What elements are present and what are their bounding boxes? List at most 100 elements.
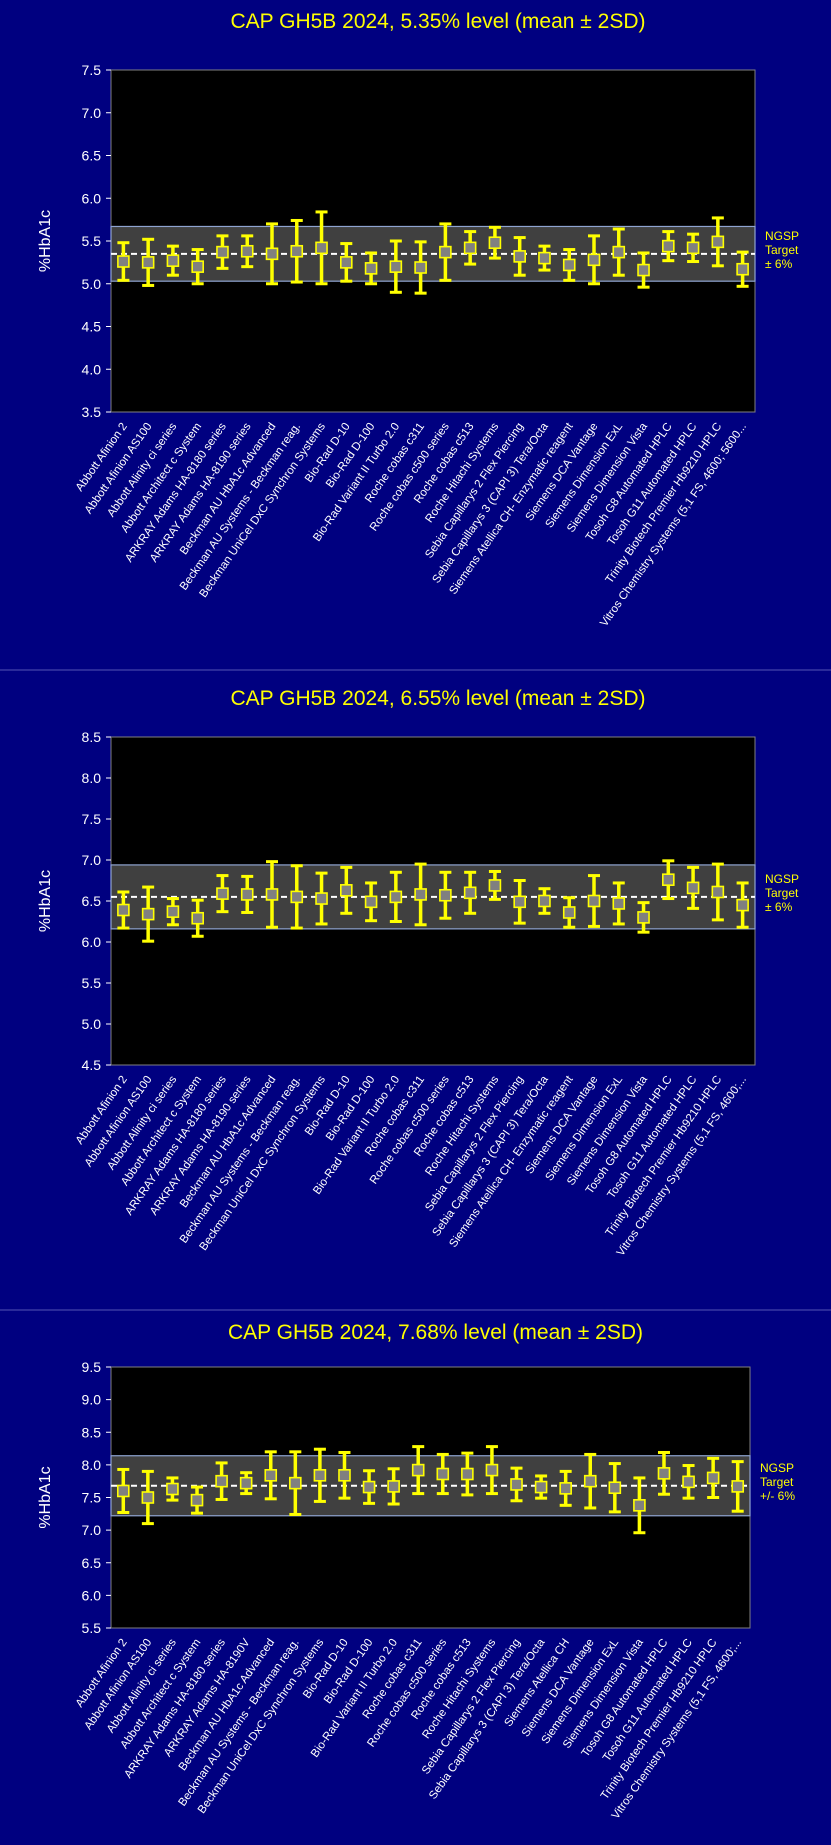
mean-marker — [340, 256, 353, 269]
mean-marker — [191, 911, 204, 925]
mean-marker — [488, 236, 502, 250]
y-axis-label: %HbA1c — [37, 210, 54, 272]
mean-marker — [436, 1467, 450, 1481]
chart-title: CAP GH5B 2024, 5.35% level (mean ± 2SD) — [230, 10, 645, 33]
mean-marker — [289, 1476, 302, 1490]
mean-marker — [736, 898, 749, 912]
y-tick-label: 8.0 — [82, 770, 102, 786]
mean-marker — [190, 1493, 204, 1507]
y-tick-label: 7.5 — [82, 811, 102, 827]
mean-marker — [706, 1471, 720, 1485]
mean-marker — [264, 1469, 278, 1482]
mean-marker — [265, 888, 279, 901]
mean-marker — [583, 1474, 597, 1488]
mean-marker — [315, 241, 328, 255]
y-tick-label: 3.5 — [82, 404, 102, 420]
mean-marker — [411, 1463, 425, 1477]
mean-marker — [662, 873, 675, 886]
mean-marker — [215, 1474, 228, 1488]
mean-marker — [510, 1478, 523, 1491]
y-tick-label: 6.5 — [82, 893, 102, 909]
mean-marker — [587, 894, 601, 908]
mean-marker — [711, 885, 725, 899]
mean-marker — [290, 244, 304, 258]
y-tick-label: 7.5 — [82, 62, 102, 78]
mean-marker — [240, 888, 254, 901]
y-tick-label: 5.5 — [82, 1620, 102, 1636]
mean-marker — [562, 258, 576, 272]
mean-marker — [612, 245, 626, 259]
y-tick-label: 6.0 — [82, 934, 102, 950]
y-tick-label: 5.0 — [82, 1016, 102, 1032]
mean-marker — [216, 887, 229, 900]
y-tick-label: 8.5 — [82, 729, 102, 745]
panel-divider-2 — [0, 1309, 831, 1311]
y-tick-label: 6.5 — [82, 148, 102, 164]
mean-marker — [633, 1499, 646, 1512]
mean-marker — [364, 262, 378, 275]
chart-panel-1: CAP GH5B 2024, 5.35% level (mean ± 2SD) 3… — [0, 0, 831, 668]
mean-marker — [534, 1480, 548, 1494]
y-tick-label: 6.0 — [82, 190, 102, 206]
mean-marker — [587, 253, 601, 267]
chart-panel-2: CAP GH5B 2024, 6.55% level (mean ± 2SD) 4… — [0, 671, 831, 1308]
mean-marker — [637, 263, 650, 277]
mean-marker — [736, 262, 749, 276]
mean-marker — [141, 256, 155, 269]
mean-marker — [686, 241, 700, 255]
band-label-line: NGSP — [765, 229, 799, 243]
mean-marker — [608, 1481, 622, 1495]
mean-marker — [240, 244, 254, 258]
mean-marker — [364, 895, 378, 909]
mean-marker — [389, 890, 403, 904]
mean-marker — [117, 255, 130, 268]
y-tick-label: 7.0 — [82, 105, 102, 121]
mean-marker — [315, 892, 328, 905]
mean-marker — [216, 245, 229, 259]
mean-marker — [191, 260, 204, 273]
band-label-line: ± 6% — [765, 900, 793, 914]
band-label-line: +/- 6% — [760, 1489, 795, 1503]
errorbar-chart-5.35: CAP GH5B 2024, 5.35% level (mean ± 2SD) 3… — [37, 10, 799, 629]
mean-marker — [686, 881, 700, 895]
mean-marker — [538, 251, 551, 265]
mean-marker — [414, 888, 427, 901]
band-label-line: NGSP — [765, 872, 799, 886]
y-tick-label: 6.0 — [82, 1587, 102, 1603]
chart-title: CAP GH5B 2024, 7.68% level (mean ± 2SD) — [228, 1321, 643, 1344]
mean-marker — [116, 1484, 130, 1498]
y-axis-label: %HbA1c — [37, 1466, 54, 1528]
mean-marker — [488, 879, 502, 892]
mean-marker — [731, 1480, 745, 1493]
mean-marker — [166, 1482, 179, 1496]
y-tick-label: 4.5 — [82, 319, 102, 335]
y-tick-label: 4.0 — [82, 361, 102, 377]
y-tick-label: 5.0 — [82, 276, 102, 292]
errorbar-chart-7.68: CAP GH5B 2024, 7.68% level (mean ± 2SD) 5… — [37, 1321, 795, 1822]
mean-marker — [387, 1480, 400, 1493]
mean-marker — [239, 1476, 253, 1490]
mean-marker — [362, 1480, 376, 1494]
mean-marker — [485, 1463, 499, 1477]
mean-marker — [290, 890, 304, 904]
y-tick-label: 6.5 — [82, 1555, 102, 1571]
mean-marker — [513, 895, 526, 909]
y-axis-label: %HbA1c — [37, 870, 54, 932]
chart-title: CAP GH5B 2024, 6.55% level (mean ± 2SD) — [230, 687, 645, 710]
band-label-line: NGSP — [760, 1461, 794, 1475]
mean-marker — [682, 1475, 695, 1489]
mean-marker — [117, 903, 130, 917]
mean-marker — [612, 897, 626, 910]
mean-marker — [338, 1469, 351, 1482]
mean-marker — [538, 894, 551, 908]
y-tick-label: 7.0 — [82, 852, 102, 868]
mean-marker — [559, 1482, 572, 1495]
y-tick-label: 7.5 — [82, 1490, 102, 1506]
band-label-line: ± 6% — [765, 257, 793, 271]
mean-marker — [461, 1467, 474, 1481]
y-tick-label: 5.5 — [82, 233, 102, 249]
mean-marker — [313, 1469, 327, 1482]
y-tick-label: 4.5 — [82, 1057, 102, 1073]
y-tick-label: 7.0 — [82, 1522, 102, 1538]
mean-marker — [637, 911, 650, 924]
